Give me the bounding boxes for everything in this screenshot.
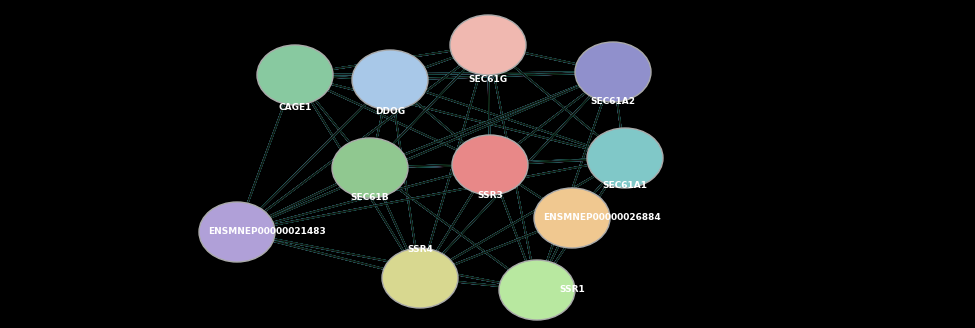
Ellipse shape <box>332 138 408 198</box>
Ellipse shape <box>534 188 610 248</box>
Text: SSR4: SSR4 <box>408 245 433 255</box>
Text: CAGE1: CAGE1 <box>278 102 312 112</box>
Ellipse shape <box>382 248 458 308</box>
Text: SEC61A1: SEC61A1 <box>603 181 647 191</box>
Ellipse shape <box>450 15 526 75</box>
Text: ENSMNEP00000026884: ENSMNEP00000026884 <box>543 214 661 222</box>
Ellipse shape <box>352 50 428 110</box>
Ellipse shape <box>575 42 651 102</box>
Text: ENSMNEP00000021483: ENSMNEP00000021483 <box>208 228 326 236</box>
Text: SSR1: SSR1 <box>559 285 585 295</box>
Ellipse shape <box>452 135 528 195</box>
Text: DDOG: DDOG <box>375 108 405 116</box>
Text: SSR3: SSR3 <box>477 191 503 199</box>
Ellipse shape <box>257 45 333 105</box>
Text: SEC61B: SEC61B <box>351 194 389 202</box>
Ellipse shape <box>499 260 575 320</box>
Text: SEC61A2: SEC61A2 <box>591 97 636 107</box>
Ellipse shape <box>199 202 275 262</box>
Text: SEC61G: SEC61G <box>468 75 508 85</box>
Ellipse shape <box>587 128 663 188</box>
